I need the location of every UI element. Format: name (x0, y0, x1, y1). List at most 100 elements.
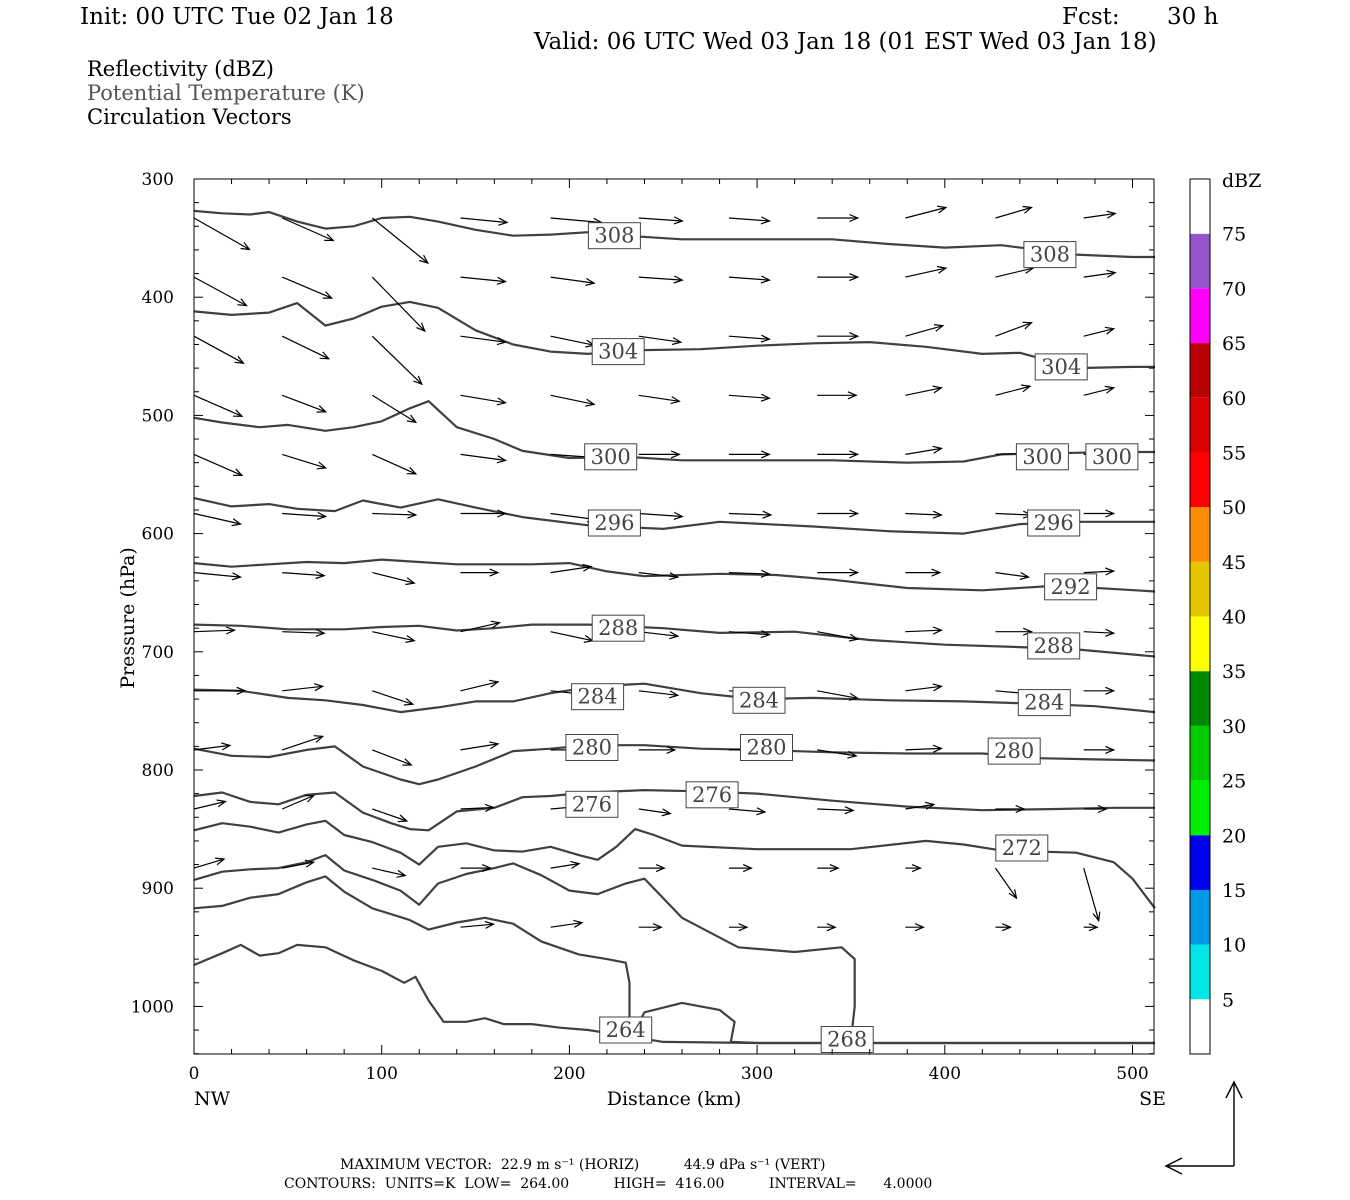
contour-line-308-0 (193, 209, 1155, 259)
circulation-vector (281, 394, 328, 413)
valid-time: Valid: 06 UTC Wed 03 Jan 18 (01 EST Wed … (534, 29, 1157, 55)
circulation-vector (550, 860, 581, 869)
contour-line-268-10 (193, 854, 856, 1043)
circulation-vector (905, 510, 943, 519)
colorbar-tick-label: 40 (1222, 607, 1246, 629)
colorbar-swatch (1190, 725, 1210, 781)
colorbar-swatch (1190, 233, 1210, 289)
circulation-vector (460, 453, 508, 464)
contour-label: 280 (740, 734, 793, 761)
field-potential-temperature: Potential Temperature (K) (87, 81, 365, 105)
plot-frame (193, 178, 1155, 1055)
contour-line-264-12 (628, 1001, 1155, 1045)
circulation-vector (282, 628, 326, 637)
x-tick-label: 100 (365, 1064, 397, 1084)
svg-text:304: 304 (1041, 355, 1081, 379)
x-tick-label: 500 (1116, 1064, 1148, 1084)
y-tick-label: 700 (142, 643, 174, 663)
contour-label: 276 (565, 790, 619, 818)
circulation-vector (905, 205, 948, 219)
circulation-vector (638, 511, 684, 520)
field-circulation-vectors: Circulation Vectors (87, 105, 292, 129)
circulation-vector (817, 391, 858, 400)
circulation-vector (905, 445, 943, 455)
colorbar: 5 10 15 20 25 30 35 40 45 50 55 60 65 70 75 (1189, 178, 1246, 1055)
contour-label: 288 (1027, 632, 1081, 660)
field-reflectivity: Reflectivity (dBZ) (87, 57, 275, 81)
circulation-vector (817, 450, 860, 459)
colorbar-swatch (1190, 835, 1210, 890)
circulation-vector (995, 205, 1033, 219)
svg-text:292: 292 (1051, 575, 1091, 599)
circulation-vector (550, 631, 595, 643)
circulation-vector (1083, 385, 1116, 396)
circulation-vector (905, 568, 942, 577)
circulation-vector (1083, 804, 1108, 814)
colorbar-swatch (1190, 452, 1210, 508)
circulation-vector (817, 749, 858, 759)
circulation-vector (193, 742, 232, 751)
colorbar-tick-label: 30 (1222, 716, 1246, 738)
x-tick-label: 300 (741, 1064, 773, 1084)
circulation-vector (638, 923, 663, 932)
svg-text:268: 268 (827, 1028, 867, 1052)
circulation-vector (1083, 867, 1101, 923)
circulation-vector (817, 273, 860, 282)
circulation-vector (193, 335, 245, 364)
circulation-vector (372, 453, 418, 475)
circulation-vector (282, 453, 328, 470)
svg-text:300: 300 (1022, 445, 1062, 469)
colorbar-tick-label: 25 (1222, 771, 1246, 793)
circulation-vector (372, 808, 409, 823)
circulation-vector (550, 563, 593, 574)
contour-label: 280 (565, 734, 619, 761)
contour-line-284-6 (193, 682, 1156, 714)
circulation-vector (905, 801, 936, 810)
x-axis: 0 100 200 300 400 500 (189, 179, 1149, 1084)
contour-line-280-7 (193, 744, 1156, 786)
circulation-vector (638, 394, 681, 405)
y-axis: 300 400 500 600 700 800 900 1000 (131, 170, 1154, 1055)
svg-text:280: 280 (572, 736, 612, 760)
circulation-vector (282, 683, 325, 692)
contour-line-292-4 (193, 558, 1156, 593)
colorbar-tick-label: 55 (1222, 442, 1246, 464)
circulation-vector (638, 450, 681, 459)
y-tick-label: 300 (142, 170, 174, 190)
circulation-vector (371, 217, 429, 264)
circulation-vector (995, 867, 1018, 900)
x-tick-label: 0 (189, 1064, 200, 1084)
y-tick-label: 900 (142, 879, 174, 899)
circulation-vector (193, 276, 248, 307)
contour-label: 284 (571, 683, 625, 711)
circulation-vector (905, 626, 943, 635)
colorbar-tick-label: 35 (1222, 661, 1246, 683)
circulation-vector (728, 923, 749, 932)
circulation-vector (282, 570, 326, 580)
circulation-vector (995, 923, 1013, 932)
circulation-vector (282, 859, 316, 869)
circulation-vector (372, 510, 418, 519)
contours-note: CONTOURS: UNITS=K LOW= 264.00 HIGH= 416.… (284, 1176, 933, 1192)
contour-label: 280 (987, 737, 1041, 765)
contour-label: 284 (1017, 689, 1071, 717)
circulation-vector (728, 510, 773, 519)
circulation-vector (193, 512, 243, 527)
circulation-vector (995, 804, 1026, 814)
circulation-vector (281, 217, 335, 242)
svg-text:288: 288 (598, 616, 638, 640)
circulation-vector (1083, 210, 1117, 219)
colorbar-swatch (1190, 944, 1210, 1000)
circulation-vector (1083, 686, 1116, 695)
forecast-hour-label: Fcst: (1062, 4, 1120, 30)
circulation-vector (905, 265, 948, 278)
colorbar-tick-label: 65 (1222, 333, 1246, 355)
circulation-vector (817, 864, 840, 873)
circulation-vector (460, 394, 508, 406)
circulation-vector (817, 568, 860, 577)
contour-label: 292 (1044, 573, 1098, 601)
svg-text:280: 280 (746, 736, 786, 760)
circulation-vector (550, 919, 584, 928)
colorbar-swatch (1190, 397, 1210, 453)
circulation-vector (905, 923, 925, 932)
